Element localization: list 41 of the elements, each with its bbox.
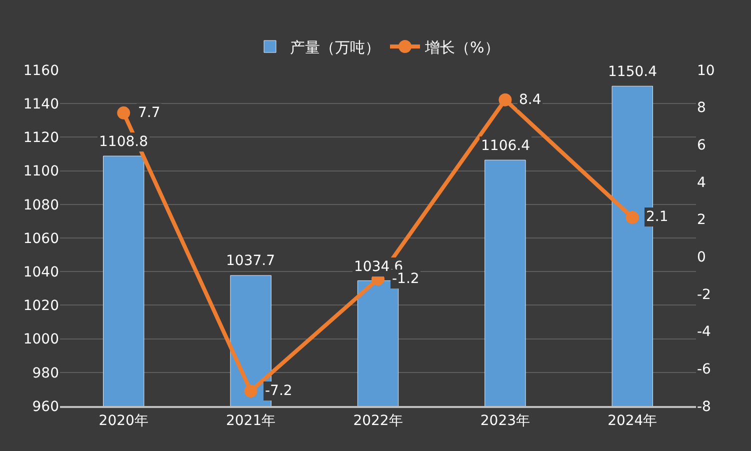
y2-tick-label: 10 [697, 62, 715, 79]
data-label: 1106.4 [481, 138, 530, 154]
data-label: 1150.4 [608, 64, 658, 80]
y2-tick-label: 8 [697, 100, 706, 116]
y2-tick-label: 6 [697, 138, 706, 154]
y-tick-label: 1060 [23, 230, 59, 247]
y2-tick-label: -8 [697, 398, 711, 415]
point [626, 210, 639, 224]
data-label: 2.1 [646, 209, 668, 225]
point [117, 106, 130, 120]
point [498, 93, 512, 106]
data-label: 8.4 [519, 92, 542, 108]
y-tick-label: 1040 [23, 264, 59, 280]
data-label: 7.7 [138, 105, 160, 121]
y2-tick-label: -4 [697, 324, 712, 340]
y-tick-label: 1140 [23, 96, 59, 112]
y-tick-label: 1080 [23, 197, 59, 214]
data-label: -1.2 [392, 271, 420, 287]
data-label: -7.2 [265, 383, 292, 399]
y-tick-label: 1160 [23, 62, 59, 79]
y-tick-label: 1000 [23, 332, 59, 348]
y2-tick-label: 2 [697, 212, 706, 228]
y-tick-label: 960 [32, 398, 59, 415]
y2-tick-label: 0 [697, 250, 706, 266]
data-label: 1108.8 [99, 134, 148, 150]
x-tick-label: 2024年 [608, 412, 658, 429]
y-tick-label: 1020 [23, 298, 59, 314]
data-label: 1037.7 [226, 253, 275, 269]
x-tick-label: 2022年 [353, 412, 403, 429]
legend-label: 增长（%） [424, 38, 500, 56]
y-tick-label: 980 [32, 365, 59, 382]
y-tick-label: 1120 [23, 130, 59, 146]
y-tick-label: 1100 [23, 164, 59, 180]
y2-tick-label: 4 [697, 174, 706, 191]
point [244, 384, 258, 398]
x-tick-label: 2021年 [226, 412, 276, 429]
y2-tick-label: -2 [697, 286, 711, 303]
legend-label: 产量（万吨） [290, 38, 380, 56]
x-tick-label: 2023年 [480, 412, 530, 429]
x-tick-label: 2020年 [98, 412, 148, 429]
y2-tick-label: -6 [697, 362, 712, 378]
